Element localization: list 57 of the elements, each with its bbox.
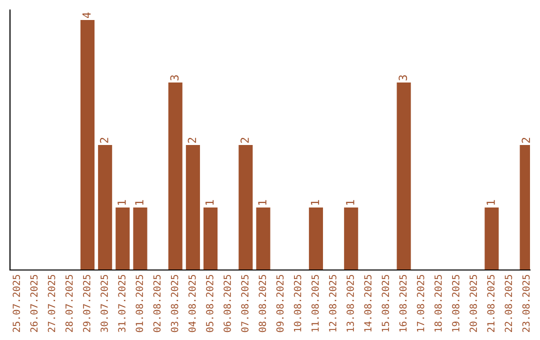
x-tick-label: 27.07.2025 [48, 274, 56, 332]
x-tick-label: 29.07.2025 [82, 274, 90, 332]
x-tick-label: 20.08.2025 [470, 274, 477, 332]
data-label: 3 [170, 75, 179, 80]
x-tick-label: 18.08.2025 [434, 274, 442, 332]
bar [168, 82, 182, 270]
data-label: 1 [346, 200, 354, 205]
bar [186, 145, 200, 270]
x-tick-label: 25.07.2025 [12, 274, 20, 332]
x-tick-label: 14.08.2025 [364, 274, 372, 332]
bar [116, 208, 130, 270]
x-tick-label: 30.07.2025 [100, 274, 108, 332]
x-tick-label: 26.07.2025 [30, 274, 38, 332]
x-tick-label: 28.07.2025 [65, 274, 73, 332]
x-tick-label: 09.08.2025 [276, 274, 284, 332]
data-label: 1 [206, 200, 214, 205]
data-label: 2 [522, 138, 530, 143]
x-tick-label: 17.08.2025 [416, 274, 424, 332]
bar [396, 82, 411, 270]
bar [80, 20, 95, 270]
bar [256, 208, 270, 270]
x-tick-label: 06.08.2025 [224, 274, 231, 332]
data-label: 2 [188, 138, 196, 143]
data-label: 4 [82, 12, 91, 18]
data-label: 1 [135, 200, 144, 205]
x-tick-label: 19.08.2025 [452, 274, 460, 332]
data-label: 3 [398, 75, 408, 80]
bar [98, 145, 112, 270]
x-tick-label: 02.08.2025 [153, 274, 161, 332]
data-label: 1 [310, 200, 320, 205]
x-tick-label: 23.08.2025 [522, 274, 530, 332]
x-tick-label: 01.08.2025 [136, 274, 144, 332]
x-tick-label: 07.08.2025 [241, 274, 249, 332]
x-tick-label: 05.08.2025 [206, 274, 214, 332]
bar [238, 145, 253, 270]
bar [203, 208, 218, 270]
x-tick-label: 21.08.2025 [487, 274, 495, 332]
x-tick-label: 31.07.2025 [118, 274, 126, 332]
x-tick-label: 03.08.2025 [170, 274, 178, 332]
x-tick-label: 16.08.2025 [399, 274, 407, 332]
x-tick-label: 13.08.2025 [346, 274, 354, 332]
x-tick-label: 12.08.2025 [329, 274, 336, 332]
bar [308, 208, 323, 270]
x-tick-label: 22.08.2025 [504, 274, 512, 332]
bar [484, 208, 499, 270]
x-tick-label: 04.08.2025 [188, 274, 196, 332]
data-label: 2 [240, 138, 249, 143]
x-tick-label: 11.08.2025 [311, 274, 319, 332]
data-label: 2 [100, 138, 108, 143]
data-label: 1 [486, 200, 495, 205]
bar [133, 208, 148, 270]
bar [344, 208, 358, 270]
data-label: 1 [118, 200, 126, 205]
data-label: 1 [258, 200, 266, 205]
x-tick-label: 10.08.2025 [294, 274, 302, 332]
x-tick-label: 08.08.2025 [258, 274, 266, 332]
x-tick-label: 15.08.2025 [382, 274, 390, 332]
